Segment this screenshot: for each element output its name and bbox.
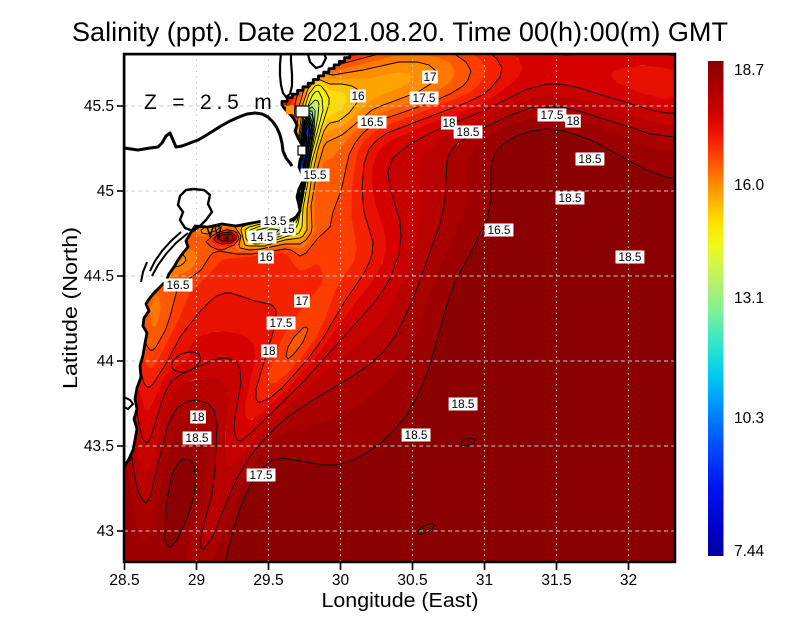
svg-text:16: 16 [351,89,365,103]
svg-text:Latitude (North): Latitude (North) [60,227,82,389]
svg-text:45: 45 [97,183,114,200]
svg-text:18.7: 18.7 [734,62,764,79]
svg-text:18.5: 18.5 [186,431,209,445]
svg-text:15.5: 15.5 [304,168,327,182]
svg-text:10.3: 10.3 [734,410,764,427]
svg-text:17.5: 17.5 [413,91,436,105]
svg-text:Z = 2.5 m: Z = 2.5 m [144,91,276,114]
svg-text:18.5: 18.5 [579,152,602,166]
svg-text:44.5: 44.5 [84,268,114,285]
svg-text:30: 30 [332,572,350,589]
svg-text:18: 18 [262,344,276,358]
svg-text:43: 43 [97,523,114,540]
svg-text:18.5: 18.5 [457,125,480,139]
svg-text:29: 29 [188,572,205,589]
svg-text:17.5: 17.5 [541,108,564,122]
svg-text:17: 17 [423,70,436,84]
svg-text:Longitude (East): Longitude (East) [322,590,479,612]
svg-text:18.5: 18.5 [405,428,428,442]
svg-text:18: 18 [191,410,205,424]
svg-text:32: 32 [620,572,637,589]
svg-text:31: 31 [476,572,493,589]
svg-text:44: 44 [97,353,115,370]
svg-text:7.44: 7.44 [734,543,765,560]
svg-text:13.1: 13.1 [734,290,764,307]
svg-text:Salinity (ppt). Date 2021.08.2: Salinity (ppt). Date 2021.08.20. Time 00… [72,17,728,47]
svg-text:17.5: 17.5 [250,468,273,482]
svg-text:16.0: 16.0 [734,177,765,194]
svg-text:45.5: 45.5 [84,98,114,115]
svg-text:18: 18 [442,116,456,130]
svg-text:16.5: 16.5 [488,223,511,237]
svg-text:13.5: 13.5 [264,214,287,228]
svg-text:16: 16 [259,250,273,264]
svg-text:16.5: 16.5 [361,115,384,129]
svg-text:18.5: 18.5 [559,191,582,205]
svg-text:31.5: 31.5 [541,572,571,589]
svg-text:18.5: 18.5 [452,397,475,411]
svg-text:43.5: 43.5 [84,438,114,455]
svg-text:18: 18 [566,114,580,128]
svg-text:29.5: 29.5 [253,572,283,589]
svg-text:18.5: 18.5 [619,250,642,264]
svg-text:17.5: 17.5 [270,316,293,330]
svg-text:14.5: 14.5 [251,230,274,244]
svg-text:17: 17 [295,294,308,308]
svg-text:30.5: 30.5 [397,572,427,589]
svg-text:28.5: 28.5 [109,572,139,589]
svg-text:16.5: 16.5 [167,278,190,292]
